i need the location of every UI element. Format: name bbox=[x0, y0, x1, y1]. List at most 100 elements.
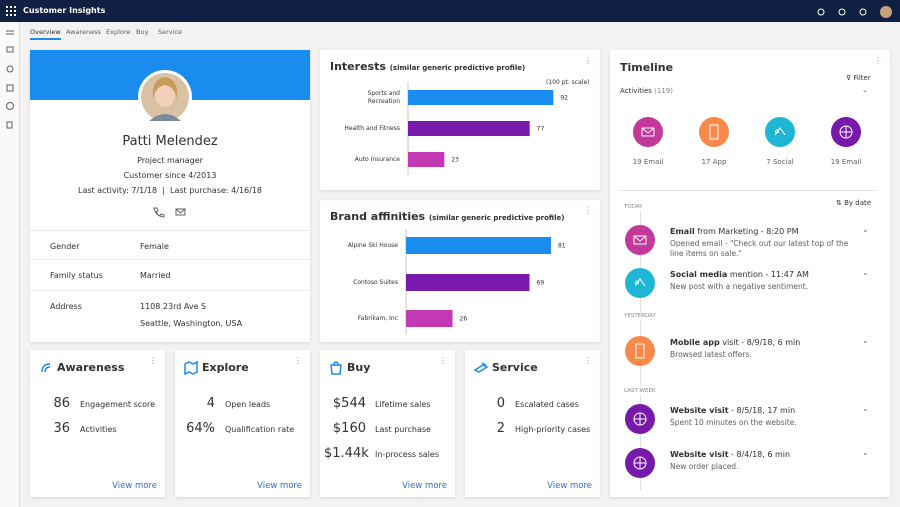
value-label: 92 bbox=[560, 95, 568, 102]
icon-glyph bbox=[633, 456, 647, 470]
view-more-link[interactable]: View more bbox=[547, 481, 592, 491]
tab[interactable]: Buy bbox=[136, 28, 149, 36]
app-bar-icons bbox=[817, 6, 892, 18]
kpi-value: 2 bbox=[496, 421, 505, 436]
sort-label: By date bbox=[844, 199, 872, 207]
field-label: Gender bbox=[50, 242, 80, 251]
kpi-card: Explore ⋮ 4 Open leads 64% Qualification rate… bbox=[175, 350, 310, 497]
entry-icon bbox=[625, 268, 655, 298]
card-icon bbox=[184, 360, 198, 376]
activities-count: (119) bbox=[654, 87, 673, 95]
card-title: Interests bbox=[330, 60, 386, 73]
icon-circle bbox=[625, 336, 655, 366]
summary-label: 7 Social bbox=[766, 158, 794, 166]
kpi-label: High-priority cases bbox=[515, 425, 591, 434]
kpi-label: Activities bbox=[80, 425, 117, 434]
field-value: 1108 23rd Ave S bbox=[140, 302, 207, 311]
entry-title: Mobile app visit - 8/9/18, 6 min bbox=[670, 338, 800, 347]
field-label: Family status bbox=[50, 271, 103, 280]
profile-since: Customer since 4/2013 bbox=[123, 171, 217, 180]
entry-meta: visit - 8/9/18, 6 min bbox=[722, 338, 801, 347]
summary-icon[interactable] bbox=[632, 116, 664, 148]
bar-label-box: Alpine Ski House bbox=[348, 242, 398, 249]
entry-title: Social media mention - 11:47 AM bbox=[670, 270, 809, 279]
sort[interactable]: ⇅ By date bbox=[836, 199, 872, 207]
collapse[interactable]: ⌄ bbox=[862, 86, 868, 94]
view-more-link[interactable]: View more bbox=[257, 481, 302, 491]
tab[interactable]: Awareness bbox=[66, 28, 101, 36]
entry-type: Website visit bbox=[670, 450, 729, 459]
icon-glyph bbox=[774, 127, 786, 136]
expand[interactable]: ⌄ bbox=[862, 336, 869, 345]
value-label: 26 bbox=[460, 316, 468, 323]
avatar bbox=[138, 70, 192, 124]
view-more-link[interactable]: View more bbox=[112, 481, 157, 491]
entry-title: Website visit - 8/4/18, 6 min bbox=[670, 450, 790, 459]
kpi-value: $544 bbox=[332, 396, 366, 411]
more-menu[interactable]: ⋮ bbox=[584, 206, 592, 215]
kpi-value: $160 bbox=[332, 421, 366, 436]
summary-icon[interactable] bbox=[764, 116, 796, 148]
card-icon bbox=[330, 361, 342, 375]
icon-glyph bbox=[641, 127, 655, 137]
entry-detail: New post with a negative sentiment. bbox=[670, 282, 809, 291]
field-value: Female bbox=[140, 242, 169, 251]
summary-icon[interactable] bbox=[830, 116, 862, 148]
kpi-card: Buy ⋮ $544 Lifetime sales $160 Last purchase $… bbox=[320, 350, 455, 497]
activities: Activities (119) bbox=[620, 87, 673, 95]
kpi-value: 86 bbox=[53, 396, 70, 411]
more-menu[interactable]: ⋮ bbox=[584, 356, 592, 365]
bar bbox=[406, 310, 453, 327]
tab[interactable]: Overview bbox=[30, 28, 61, 40]
app-launcher[interactable] bbox=[6, 6, 16, 16]
icon-circle bbox=[625, 268, 655, 298]
contact-icons[interactable] bbox=[152, 206, 188, 218]
entry-icon bbox=[625, 336, 655, 366]
kpi-label: Qualification rate bbox=[225, 425, 295, 434]
entry-detail: Browsed latest offers. bbox=[670, 350, 752, 359]
entry-icon bbox=[625, 404, 655, 434]
tab[interactable]: Explore bbox=[106, 28, 131, 36]
more-menu[interactable]: ⋮ bbox=[874, 56, 882, 65]
icon-glyph bbox=[635, 343, 645, 359]
timeline-card: Timeline ⋮ ⊽ Filter Activities (119) ⌄ 1… bbox=[610, 50, 890, 497]
bar-label: Fabrikam, Inc bbox=[357, 314, 398, 322]
more-menu[interactable]: ⋮ bbox=[584, 56, 592, 65]
expand[interactable]: ⌄ bbox=[862, 225, 869, 234]
icon-glyph bbox=[41, 363, 51, 373]
entry-meta: mention - 11:47 AM bbox=[729, 270, 809, 279]
icon-circle bbox=[633, 117, 663, 147]
entry-title: Website visit - 8/5/18, 17 min bbox=[670, 406, 795, 415]
group-label: TODAY bbox=[624, 203, 643, 211]
bar bbox=[408, 121, 530, 136]
more-menu[interactable]: ⋮ bbox=[439, 356, 447, 365]
kpi-label: Lifetime sales bbox=[375, 400, 431, 409]
summary-label: 19 Email bbox=[632, 158, 664, 166]
brand-title-row: Brand affinities (similar generic predic… bbox=[330, 210, 564, 223]
icon-circle bbox=[625, 225, 655, 255]
tab[interactable]: Service bbox=[158, 28, 183, 36]
entry-type: Email bbox=[670, 227, 695, 236]
app-title: Customer Insights bbox=[23, 6, 106, 15]
kpi-value: 64% bbox=[186, 421, 215, 436]
icon-glyph bbox=[473, 362, 489, 373]
more-menu[interactable]: ⋮ bbox=[294, 356, 302, 365]
expand[interactable]: ⌄ bbox=[862, 404, 869, 413]
summary-icon[interactable] bbox=[698, 116, 730, 148]
entry-meta: - 8/4/18, 6 min bbox=[731, 450, 791, 459]
icon-glyph bbox=[330, 361, 342, 375]
filter[interactable]: ⊽ Filter bbox=[846, 74, 871, 82]
view-more-link[interactable]: View more bbox=[402, 481, 447, 491]
kpi-label: Open leads bbox=[225, 400, 271, 409]
timeline-title: Timeline bbox=[620, 61, 674, 74]
field-value: Seattle, Washington, USA bbox=[140, 319, 243, 328]
interests-card: Interests (similar generic predictive pr… bbox=[320, 50, 600, 190]
group-label: YESTERDAY bbox=[624, 312, 656, 320]
bar-label: Health and Fitness bbox=[344, 124, 400, 132]
icon-glyph bbox=[839, 125, 853, 139]
summary-label: 19 Email bbox=[830, 158, 862, 166]
expand[interactable]: ⌄ bbox=[862, 448, 869, 457]
more-menu[interactable]: ⋮ bbox=[149, 356, 157, 365]
expand[interactable]: ⌄ bbox=[862, 268, 869, 277]
bar-label: Contoso Suites bbox=[353, 278, 398, 286]
